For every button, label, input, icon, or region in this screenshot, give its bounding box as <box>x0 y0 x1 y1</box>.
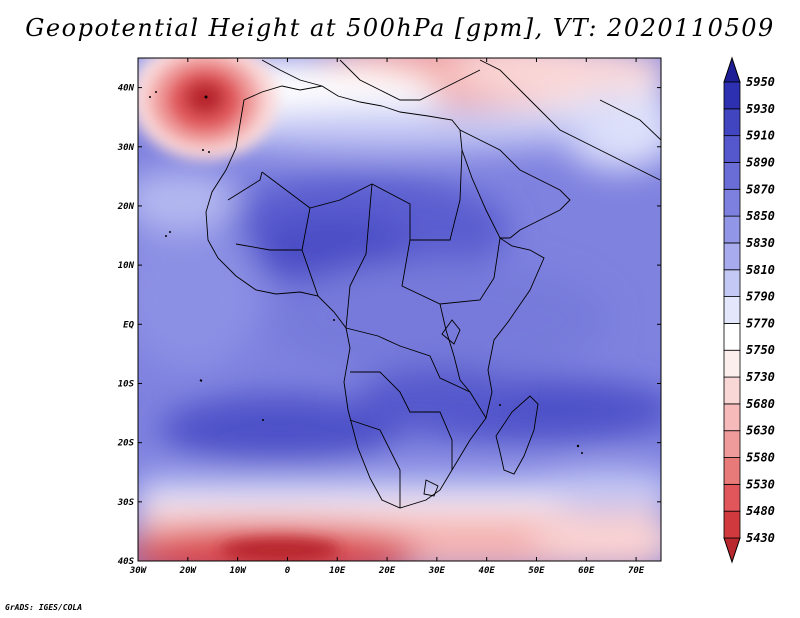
colorbar: 5430 5480 5530 5580 5630 5680 5730 5750 5770 5790… <box>723 56 775 564</box>
colorbar-swatch <box>723 457 741 485</box>
colorbar-label: 5680 <box>746 397 775 411</box>
lat-tick-label: 20S <box>117 439 135 449</box>
lon-tick-label: 10W <box>229 566 247 576</box>
colorbar-swatch <box>723 323 741 351</box>
colorbar-label: 5530 <box>746 477 775 491</box>
colorbar-max-arrow <box>723 56 741 83</box>
colorbar-swatch <box>723 215 741 244</box>
credit-label: GrADS: IGES/COLA <box>5 603 83 612</box>
islands <box>149 91 583 454</box>
colorbar-label: 5580 <box>746 451 775 465</box>
colorbar-swatch <box>723 162 741 190</box>
colorbar-swatch <box>723 269 741 297</box>
colorbar-label: 5730 <box>746 370 775 384</box>
colorbar-swatch <box>723 430 741 458</box>
lon-tick-label: 10E <box>329 566 346 576</box>
lat-tick-label: 30N <box>117 143 135 153</box>
colorbar-label: 5750 <box>746 343 775 357</box>
lon-tick-label: 0 <box>285 566 291 576</box>
colorbar-swatch <box>723 242 741 271</box>
colorbar-label: 5950 <box>746 75 775 89</box>
plot-frame <box>137 57 662 562</box>
colorbar-swatch <box>723 135 741 163</box>
colorbar-label: 5810 <box>746 263 775 277</box>
colorbar-swatch <box>723 296 741 324</box>
lat-tick-label: 30S <box>117 498 135 508</box>
colorbar-label: 5430 <box>746 531 775 545</box>
lat-tick-label: 10N <box>118 261 135 271</box>
lat-tick-label: 20N <box>117 202 135 212</box>
lon-tick-label: 20W <box>179 566 198 576</box>
colorbar-label: 5790 <box>746 290 775 304</box>
colorbar-label: 5850 <box>746 209 775 223</box>
lat-tick-label: 40N <box>118 84 135 94</box>
colorbar-label: 5770 <box>746 316 775 330</box>
colorbar-label: 5890 <box>746 155 775 169</box>
lon-tick-label: 70E <box>628 566 645 576</box>
colorbar-swatch <box>723 108 741 137</box>
lon-tick-label: 50E <box>528 566 545 576</box>
lon-tick-label: 20E <box>378 566 396 576</box>
lat-tick-label: 40S <box>118 557 135 567</box>
colorbar-label: 5870 <box>746 182 775 196</box>
height-field <box>138 58 661 561</box>
map-title: Geopotential Height at 500hPa [gpm], VT:… <box>25 14 775 42</box>
colorbar-swatch <box>723 483 741 512</box>
colorbar-swatch <box>723 188 741 217</box>
colorbar-swatch <box>723 376 741 405</box>
colorbar-swatch <box>723 81 741 110</box>
lon-tick-label: 60E <box>578 566 595 576</box>
longitude-axis: 30W 20W 10W 0 10E 20E 30E 40E 50E 60E 70E <box>129 58 645 576</box>
colorbar-label: 5930 <box>746 102 775 116</box>
colorbar-min-arrow <box>723 537 741 564</box>
colorbar-swatch <box>723 403 741 432</box>
lon-tick-label: 30E <box>428 566 446 576</box>
colorbar-label: 5480 <box>746 504 775 518</box>
lat-tick-label: 10S <box>118 379 135 389</box>
lon-tick-label: 30W <box>129 566 148 576</box>
colorbar-label: 5910 <box>746 129 775 143</box>
colorbar-label: 5630 <box>746 424 775 438</box>
colorbar-swatch <box>723 510 741 539</box>
latitude-axis: 40S 30S 20S 10S EQ 10N 20N 30N 40N <box>117 84 661 567</box>
coastlines <box>199 59 661 509</box>
lon-tick-label: 40E <box>479 566 496 576</box>
colorbar-label: 5830 <box>746 236 775 250</box>
lat-tick-label: EQ <box>123 320 134 330</box>
colorbar-swatch <box>723 349 741 378</box>
